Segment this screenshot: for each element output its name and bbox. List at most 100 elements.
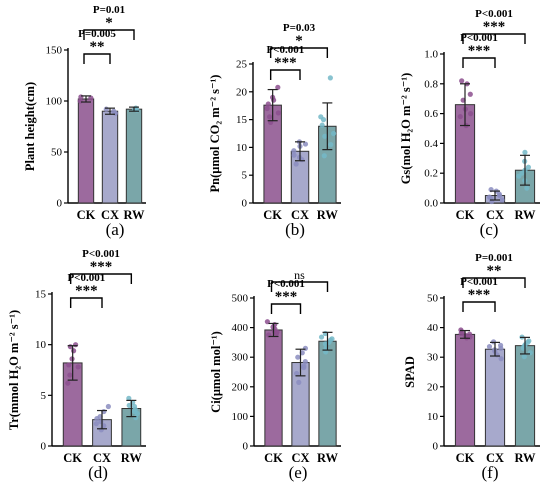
category-label-cx: CX — [486, 451, 504, 465]
panel-label: (d) — [88, 463, 108, 482]
significance-stars: *** — [468, 287, 491, 303]
data-point-rw — [522, 149, 528, 155]
y-tick-label: 200 — [232, 381, 249, 393]
significance-stars: * — [295, 33, 303, 49]
category-label-rw: RW — [123, 208, 145, 222]
p-value-label: P<0.001 — [460, 276, 498, 288]
data-point-ck — [66, 362, 72, 368]
bar-rw — [318, 340, 337, 447]
data-point-cx — [296, 379, 302, 385]
significance-bracket — [83, 29, 135, 40]
data-point-rw — [521, 343, 527, 350]
significance-stars: *** — [483, 19, 506, 35]
data-point-cx — [93, 421, 99, 427]
significance-stars: ** — [90, 39, 105, 55]
significance-bracket — [69, 273, 133, 284]
category-label-rw: RW — [317, 208, 339, 222]
p-value-label: P=0.01 — [93, 4, 125, 16]
data-point-ck — [265, 101, 271, 107]
data-point-rw — [329, 336, 335, 342]
data-point-ck — [266, 114, 273, 120]
data-point-cx — [498, 342, 504, 348]
y-tick-label: 0 — [57, 198, 63, 210]
panel-label: (b) — [285, 220, 305, 239]
data-point-rw — [319, 122, 325, 128]
y-tick-label: 0.8 — [424, 78, 438, 90]
category-label-ck: CK — [456, 208, 475, 222]
data-point-ck — [88, 95, 94, 101]
data-point-rw — [321, 153, 327, 159]
p-value-label: P=0.005 — [78, 28, 116, 40]
category-label-ck: CK — [456, 451, 475, 465]
y-tick-label: 50 — [51, 147, 63, 159]
p-value-label: P<0.001 — [266, 44, 304, 56]
category-label-ck: CK — [63, 451, 82, 465]
data-point-ck — [467, 91, 473, 97]
data-point-rw — [320, 117, 327, 123]
panel-label: (c) — [480, 220, 499, 239]
data-point-ck — [459, 78, 465, 84]
p-value-label: P<0.001 — [460, 32, 498, 44]
significance-stars: *** — [468, 43, 491, 59]
panel-label: (f) — [482, 463, 499, 482]
data-point-cx — [105, 403, 111, 410]
y-tick-label: 25 — [236, 59, 248, 71]
data-point-cx — [302, 345, 309, 351]
y-axis-label: Tr(mmol H₂O m⁻² s⁻¹) — [7, 310, 21, 430]
significance-bracket — [462, 33, 526, 44]
data-point-cx — [301, 363, 307, 369]
data-point-cx — [103, 106, 109, 112]
category-label-cx: CX — [486, 208, 504, 222]
data-point-ck — [72, 342, 79, 348]
p-value-label: P<0.001 — [267, 278, 305, 290]
data-point-cx — [302, 359, 308, 365]
y-tick-label: 100 — [46, 96, 63, 108]
panel-f: 0 10 20 30 40 50 SPAD CK CX RW ***P<0.001**P=0.001… — [403, 252, 540, 482]
y-tick-label: 150 — [46, 45, 63, 57]
data-point-rw — [524, 185, 530, 191]
y-axis-label: SPAD — [403, 356, 417, 388]
y-tick-label: 15 — [35, 289, 47, 301]
y-tick-label: 500 — [232, 293, 249, 305]
bar-ck — [264, 329, 283, 447]
significance-stars: * — [105, 15, 113, 31]
y-tick-label: 300 — [232, 352, 249, 364]
panel-label: (e) — [289, 463, 308, 482]
y-tick-label: 0 — [242, 198, 248, 210]
data-point-ck — [78, 94, 84, 100]
y-tick-label: 10 — [35, 339, 47, 351]
p-value-label: P<0.001 — [82, 248, 120, 260]
data-point-cx — [302, 141, 309, 147]
y-axis-label: Ci(μmol mol⁻¹) — [209, 331, 223, 413]
data-point-rw — [521, 354, 527, 360]
y-tick-label: 0 — [433, 441, 439, 453]
data-point-rw — [525, 164, 532, 170]
data-point-ck — [67, 372, 73, 378]
y-tick-label: 0 — [243, 441, 249, 453]
category-label-rw: RW — [317, 451, 339, 465]
category-label-rw: RW — [514, 451, 536, 465]
significance-stars: *** — [75, 283, 98, 299]
data-point-cx — [486, 343, 493, 350]
data-point-ck — [75, 364, 81, 370]
category-label-rw: RW — [514, 208, 536, 222]
y-axis-label: Gs(mol H₂O m⁻² s⁻¹) — [399, 73, 413, 185]
significance-bracket — [269, 69, 301, 80]
significance-bracket — [269, 47, 329, 58]
y-tick-label: 30 — [427, 352, 439, 364]
data-point-cx — [294, 370, 300, 377]
data-point-cx — [499, 197, 505, 203]
data-point-ck — [467, 334, 473, 340]
data-point-ck — [275, 84, 281, 90]
y-tick-label: 20 — [236, 86, 248, 98]
y-tick-label: 15 — [236, 114, 248, 126]
data-point-ck — [457, 113, 463, 120]
panel-a: 0 50 100 150 Plant height(cm) CK CX RW **P=0.005… — [23, 4, 146, 239]
p-value-label: P=0.03 — [283, 22, 316, 34]
category-label-rw: RW — [121, 451, 143, 465]
y-tick-label: 100 — [232, 411, 249, 423]
data-point-rw — [322, 133, 328, 139]
